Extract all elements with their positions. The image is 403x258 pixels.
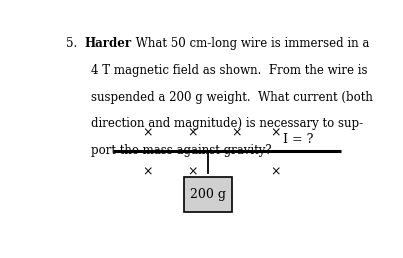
Text: ×: ×: [270, 166, 280, 179]
Text: ×: ×: [142, 166, 152, 179]
Text: 5.: 5.: [66, 37, 85, 50]
Text: What 50 cm-long wire is immersed in a: What 50 cm-long wire is immersed in a: [132, 37, 369, 50]
Text: 4 T magnetic field as shown.  From the wire is: 4 T magnetic field as shown. From the wi…: [91, 64, 368, 77]
Text: direction and magnitude) is necessary to sup-: direction and magnitude) is necessary to…: [91, 117, 363, 130]
Text: ×: ×: [142, 127, 152, 140]
Text: I = ?: I = ?: [283, 133, 314, 146]
Text: 200 g: 200 g: [190, 188, 226, 201]
Text: ×: ×: [187, 166, 198, 179]
Text: Harder: Harder: [85, 37, 132, 50]
Bar: [184, 178, 232, 212]
Text: ×: ×: [270, 127, 280, 140]
Text: suspended a 200 g weight.  What current (both: suspended a 200 g weight. What current (…: [91, 91, 373, 103]
Text: ×: ×: [231, 127, 241, 140]
Text: port the mass against gravity?: port the mass against gravity?: [91, 144, 272, 157]
Text: ×: ×: [187, 127, 198, 140]
